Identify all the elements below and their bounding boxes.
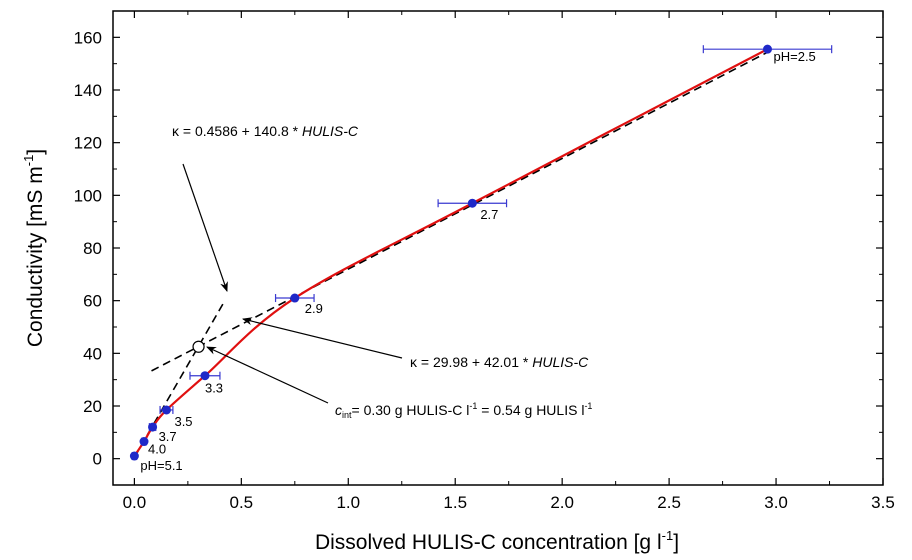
error-bars: [131, 45, 833, 461]
data-point: [200, 371, 210, 381]
eq1-var: HULIS-C: [302, 123, 359, 139]
y-tick-label: 0: [93, 450, 102, 469]
y-tick-label: 120: [74, 134, 102, 153]
y-tick-label: 100: [74, 186, 102, 205]
x-tick-label: 0.5: [230, 493, 254, 512]
cint-annotation: cint= 0.30 g HULIS-C l-1 = 0.54 g HULIS …: [335, 401, 592, 420]
y-tick-label: 160: [74, 28, 102, 47]
point-label: 2.9: [305, 301, 323, 316]
cint-mid2: = 0.54 g HULIS l: [477, 402, 584, 418]
arrow-eq2: [242, 317, 403, 359]
point-label: 3.3: [205, 381, 223, 396]
x-tick-label: 2.0: [550, 493, 574, 512]
dashed-fit-line-2: [151, 51, 768, 372]
x-tick-label: 3.0: [764, 493, 788, 512]
data-point: [467, 198, 477, 208]
x-axis-title-sup: -1: [662, 528, 674, 543]
data-point: [129, 451, 139, 461]
eq2-rest: = 29.98 + 42.01 *: [417, 354, 532, 370]
eq1-kappa: κ: [172, 123, 180, 139]
data-point: [161, 405, 171, 415]
intersection-marker: [192, 340, 205, 353]
arrow-eq1: [182, 163, 228, 292]
x-axis-ticks: 0.0 0.5 1.0 1.5 2.0 2.5 3.0 3.5: [123, 11, 895, 512]
point-label: pH=2.5: [774, 49, 816, 64]
x-tick-label: 2.5: [657, 493, 681, 512]
equation-2: κ = 29.98 + 42.01 * HULIS-C: [410, 354, 589, 370]
data-point: [148, 422, 158, 432]
cint-sup2: -1: [584, 401, 592, 411]
eq2-var: HULIS-C: [532, 354, 589, 370]
arrow-cint: [206, 346, 329, 404]
x-tick-label: 0.0: [123, 493, 147, 512]
y-tick-label: 20: [83, 397, 102, 416]
data-point: [139, 437, 149, 447]
fit-curve: [133, 48, 769, 457]
x-tick-label: 1.0: [336, 493, 360, 512]
dashed-fit-lines: [133, 51, 768, 458]
equation-1: κ = 0.4586 + 140.8 * HULIS-C: [172, 123, 359, 139]
cint-sup1: -1: [469, 401, 477, 411]
y-axis-title-main: Conductivity [mS m: [24, 166, 47, 347]
point-label: 3.5: [174, 414, 192, 429]
y-tick-label: 140: [74, 81, 102, 100]
cint-mid: = 0.30 g HULIS-C l: [352, 402, 470, 418]
y-axis-title-end: ]: [24, 149, 47, 155]
eq2-kappa: κ: [410, 354, 418, 370]
cint-c: c: [335, 402, 342, 418]
x-axis-title: Dissolved HULIS-C concentration [g l-1]: [315, 528, 679, 554]
point-labels: pH=5.14.03.73.5 3.3 2.9 2.7 pH=2.5: [140, 49, 815, 473]
x-tick-label: 1.5: [443, 493, 467, 512]
y-axis-title-sup: -1: [21, 155, 36, 167]
y-tick-label: 60: [83, 292, 102, 311]
point-label: pH=5.1: [140, 458, 182, 473]
x-axis-title-main: Dissolved HULIS-C concentration [g l: [315, 531, 662, 554]
y-tick-label: 80: [83, 239, 102, 258]
data-point: [763, 44, 772, 54]
point-label: 2.7: [480, 207, 498, 222]
eq1-rest: = 0.4586 + 140.8 *: [179, 123, 302, 139]
point-label: 3.7: [159, 429, 177, 444]
y-tick-label: 40: [83, 344, 102, 363]
x-axis-title-end: ]: [673, 531, 679, 554]
data-point: [290, 293, 300, 303]
cint-sub: int: [342, 410, 352, 420]
x-tick-label: 3.5: [871, 493, 895, 512]
point-label: 4.0: [148, 442, 166, 457]
data-points: [129, 44, 772, 461]
y-axis-title: Conductivity [mS m-1]: [21, 149, 47, 347]
y-axis-ticks: 0 20 40 60 80 100 120 140 160: [74, 10, 883, 486]
